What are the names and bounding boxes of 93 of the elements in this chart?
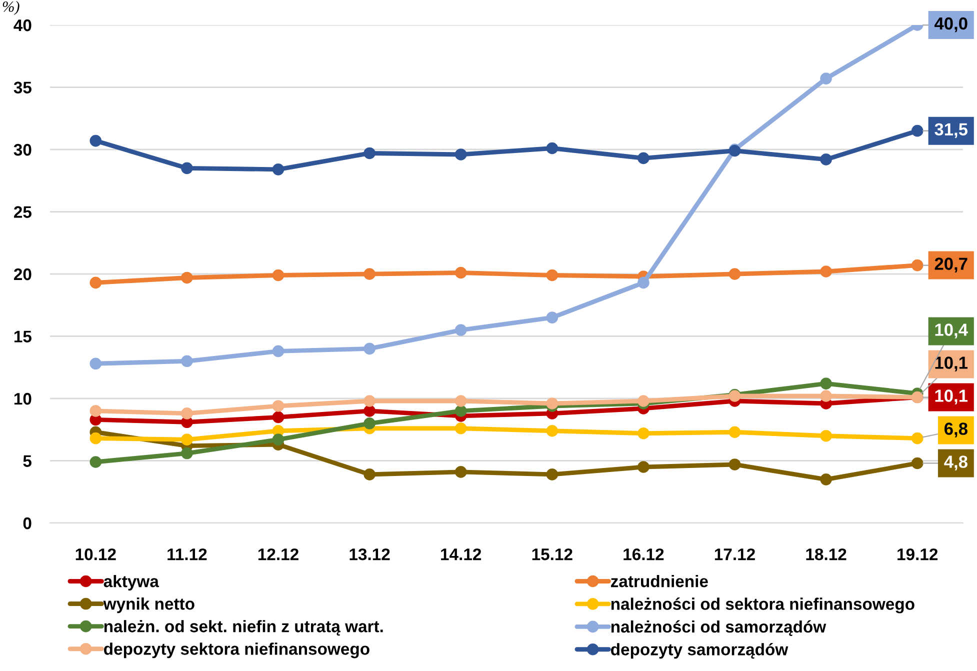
point (181, 434, 193, 446)
point (90, 405, 102, 417)
y-tick-label: 5 (23, 455, 32, 467)
y-tick-label: 25 (14, 206, 32, 218)
point (181, 408, 193, 420)
x-tick-label: 17.12 (714, 548, 755, 560)
point (272, 345, 284, 358)
point (638, 427, 650, 440)
point (546, 142, 558, 154)
y-tick-label: 20 (14, 268, 32, 280)
point (364, 395, 376, 407)
point (90, 358, 102, 370)
data-label: 40,0 (934, 17, 968, 32)
point (728, 458, 741, 470)
text: %) (2, 1, 20, 15)
point (90, 276, 102, 289)
point (454, 148, 467, 160)
point (911, 457, 924, 470)
y-tick-label: 40 (14, 19, 32, 32)
x-tick-label: 19.12 (898, 548, 938, 560)
data-label: 4,8 (944, 456, 968, 470)
y-tick-label: 0 (23, 517, 32, 530)
legend-label: zatrudnienie (610, 575, 708, 588)
point (638, 395, 650, 407)
point (364, 342, 376, 355)
point (181, 355, 193, 368)
data-label: 20,7 (934, 258, 968, 272)
y-tick-label: 30 (14, 144, 32, 156)
point (638, 276, 650, 289)
point (728, 426, 741, 438)
y-tick-label: 10 (14, 392, 32, 405)
point (364, 268, 376, 280)
point (90, 432, 102, 444)
point (181, 272, 193, 284)
legend-label: wynik netto (103, 598, 194, 614)
point (454, 422, 467, 434)
point (820, 154, 832, 166)
data-label: 31,5 (934, 123, 968, 138)
legend-label: depozyty sektora niefinansowego (104, 642, 370, 658)
data-label: 10,1 (935, 356, 968, 372)
point (364, 417, 376, 430)
legend-label: należności od samorządów (611, 620, 826, 636)
x-tick-label: 11.12 (168, 548, 207, 560)
point (546, 398, 558, 410)
point (272, 269, 284, 282)
point (638, 461, 650, 473)
x-tick-label: 18.12 (806, 548, 846, 560)
point (454, 266, 467, 279)
point (272, 400, 284, 412)
point (820, 474, 832, 486)
point (454, 466, 467, 478)
legend-label: należności od sektora niefinansowego (611, 598, 914, 614)
point (364, 405, 376, 417)
x-tick-label: 13.12 (350, 548, 390, 560)
y-tick-label: 35 (14, 82, 32, 94)
y-tick-label: 15 (14, 330, 32, 342)
point (272, 411, 284, 424)
point (728, 268, 741, 280)
point (181, 162, 193, 174)
point (911, 259, 924, 272)
point (454, 324, 467, 336)
point (90, 456, 102, 468)
point (546, 468, 558, 480)
point (181, 447, 193, 460)
point (272, 164, 284, 176)
point (454, 405, 467, 417)
point (454, 395, 467, 407)
point (911, 432, 924, 444)
point (546, 269, 558, 282)
data-label: 10,4 (935, 324, 968, 338)
point (364, 147, 376, 160)
data-label: 10,1 (935, 390, 968, 404)
legend-label: należn. od sekt. niefin z utratą wart. (104, 620, 383, 636)
point (638, 152, 650, 164)
data-label: 6,8 (944, 422, 968, 438)
x-tick-label: 12.12 (258, 548, 298, 560)
point (820, 72, 832, 84)
point (90, 134, 102, 147)
x-tick-label: 16.12 (624, 548, 664, 560)
point (546, 312, 558, 324)
x-tick-label: 14.12 (441, 548, 482, 560)
point (820, 266, 832, 278)
legend-label: aktywa (104, 575, 160, 591)
point (820, 430, 832, 442)
point (820, 378, 832, 390)
point (272, 434, 284, 446)
point (364, 468, 376, 480)
legend-label: depozyty samorządów (611, 642, 788, 659)
x-tick-label: 10.12 (76, 548, 116, 560)
point (546, 424, 558, 437)
point (820, 390, 832, 402)
x-tick-label: 15.12 (532, 548, 572, 560)
point (911, 124, 924, 137)
